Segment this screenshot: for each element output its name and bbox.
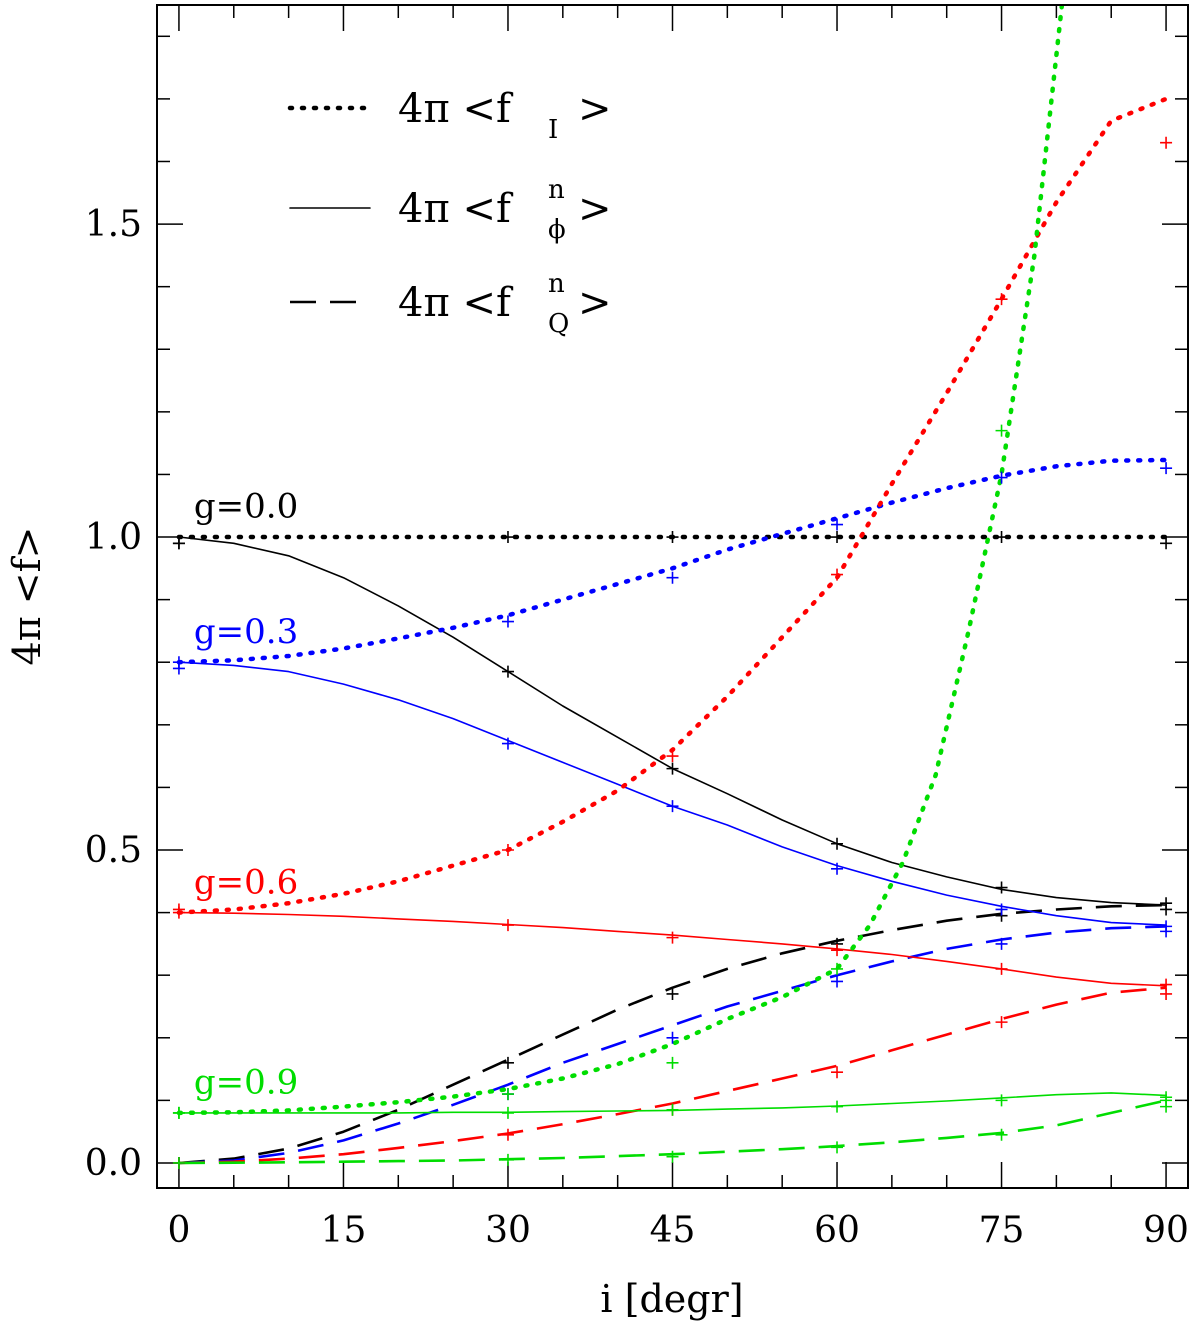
- data-point-marker: [501, 615, 514, 628]
- tick-labels: 0 15 30 45 60 75 90 0.0 0.5 1.0 1.5: [85, 204, 1189, 1251]
- x-tick-label: 45: [650, 1210, 696, 1251]
- x-tick-label: 90: [1143, 1210, 1189, 1251]
- data-point-marker: [831, 568, 844, 581]
- data-point-marker: [501, 665, 514, 678]
- data-point-marker: [995, 1128, 1008, 1141]
- y-tick-label: 0.5: [85, 830, 142, 871]
- data-point-marker: [1160, 537, 1173, 550]
- data-point-marker: [831, 518, 844, 531]
- legend-superscript: n: [548, 175, 565, 205]
- x-tick-label: 30: [485, 1210, 531, 1251]
- legend: 4π <f I >4π <f nϕ >4π <f nQ >: [287, 86, 612, 339]
- data-point-marker: [501, 1153, 514, 1166]
- data-point-marker: [995, 1016, 1008, 1029]
- group-labels: g=0.0 g=0.3 g=0.6 g=0.9: [194, 487, 298, 1103]
- legend-subscript: Q: [548, 309, 569, 339]
- data-point-marker: [831, 531, 844, 544]
- data-point-marker: [995, 1094, 1008, 1107]
- axis-ticks: [157, 5, 1188, 1188]
- y-tick-label: 1.0: [85, 517, 142, 558]
- data-point-marker: [831, 962, 844, 975]
- series-line-g03-I: [176, 457, 1169, 665]
- group-label: g=0.3: [194, 612, 298, 652]
- data-point-marker: [995, 881, 1008, 894]
- data-point-marker: [501, 1128, 514, 1141]
- x-tick-label: 15: [321, 1210, 367, 1251]
- x-tick-label: 0: [167, 1210, 190, 1251]
- group-label: g=0.0: [194, 487, 298, 527]
- data-point-marker: [831, 1066, 844, 1079]
- data-point-marker: [831, 1141, 844, 1154]
- data-point-marker: [995, 531, 1008, 544]
- data-point-marker: [1160, 903, 1173, 916]
- data-point-marker: [666, 762, 679, 775]
- plot-frame: [156, 4, 1189, 1189]
- data-point-marker: [995, 962, 1008, 975]
- data-point-marker: [666, 531, 679, 544]
- legend-label-close: >: [578, 86, 612, 132]
- data-point-marker: [501, 1106, 514, 1119]
- legend-label-close: >: [578, 186, 612, 232]
- data-point-marker: [666, 1103, 679, 1116]
- legend-subscript: ϕ: [548, 215, 566, 245]
- data-point-marker: [666, 931, 679, 944]
- x-tick-label: 75: [979, 1210, 1025, 1251]
- data-point-marker: [666, 571, 679, 584]
- legend-label-close: >: [578, 280, 612, 326]
- series-line-g06-phi: [178, 911, 1167, 987]
- data-point-marker: [172, 537, 185, 550]
- y-tick-label: 1.5: [85, 204, 142, 245]
- legend-label: 4π <f: [398, 280, 514, 326]
- legend-label: 4π <f: [398, 186, 514, 232]
- series-line-g09-I: [176, 5, 1065, 1116]
- data-point-marker: [172, 656, 185, 669]
- data-point-marker: [666, 987, 679, 1000]
- data-point-marker: [501, 1056, 514, 1069]
- y-tick-label: 0.0: [85, 1143, 142, 1184]
- data-point-marker: [172, 1106, 185, 1119]
- series-line-g06-I: [176, 96, 1169, 915]
- data-point-marker: [666, 1150, 679, 1163]
- data-point-marker: [831, 837, 844, 850]
- data-point-marker: [1160, 1094, 1173, 1107]
- legend-superscript: n: [548, 269, 565, 299]
- data-point-marker: [501, 1088, 514, 1101]
- data-point-marker: [995, 293, 1008, 306]
- series-line-g03-phi: [178, 661, 1167, 926]
- x-tick-label: 60: [814, 1210, 860, 1251]
- data-point-marker: [831, 975, 844, 988]
- data-point-marker: [172, 906, 185, 919]
- y-axis-title: 4π <f>: [5, 527, 49, 666]
- x-axis-title: i [degr]: [600, 1277, 743, 1321]
- data-point-marker: [1160, 920, 1173, 933]
- series-line-g06-Q: [178, 986, 1167, 1165]
- legend-label: 4π <f: [398, 86, 514, 132]
- data-point-marker: [501, 919, 514, 932]
- data-point-marker: [995, 471, 1008, 484]
- data-point-marker: [995, 937, 1008, 950]
- data-point-marker: [501, 844, 514, 856]
- data-point-marker: [666, 750, 679, 763]
- group-label: g=0.9: [194, 1063, 298, 1103]
- data-point-marker: [1160, 136, 1173, 149]
- data-point-marker: [831, 1100, 844, 1113]
- legend-subscript: I: [548, 115, 558, 145]
- data-point-marker: [666, 1056, 679, 1069]
- markers-layer: [172, 136, 1173, 1169]
- data-point-marker: [1160, 462, 1173, 475]
- data-point-marker: [172, 1156, 185, 1169]
- data-point-marker: [995, 424, 1008, 437]
- data-point-marker: [831, 862, 844, 875]
- series-line-g00-phi: [178, 536, 1167, 906]
- group-label: g=0.6: [194, 862, 298, 902]
- data-point-marker: [501, 531, 514, 544]
- data-point-marker: [995, 903, 1008, 916]
- data-point-marker: [831, 944, 844, 957]
- series-line-g03-Q: [178, 925, 1167, 1165]
- data-point-marker: [501, 737, 514, 750]
- data-point-marker: [666, 1031, 679, 1044]
- data-point-marker: [666, 800, 679, 813]
- data-point-marker: [1160, 987, 1173, 1000]
